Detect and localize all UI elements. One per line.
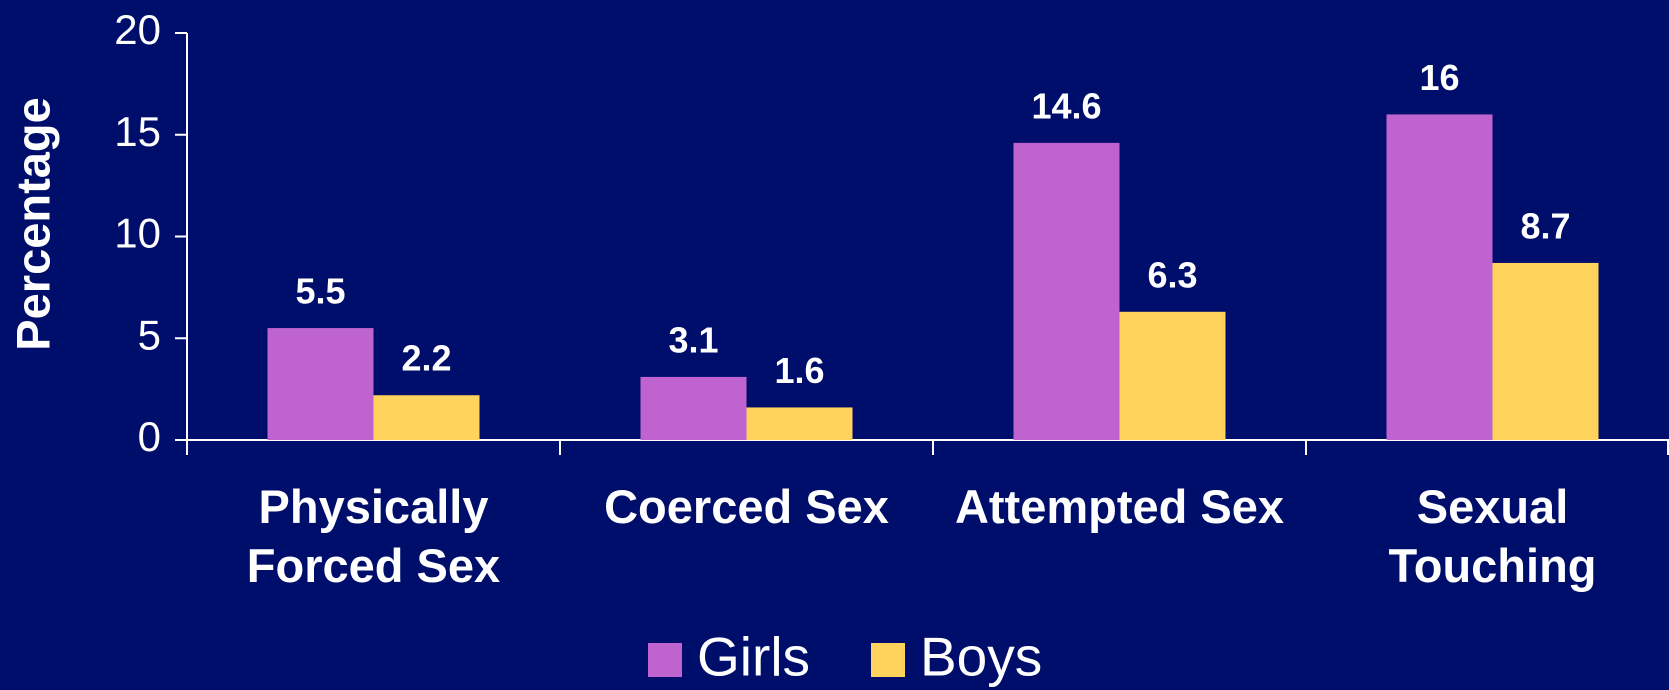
bar [1119,311,1226,440]
x-tick-label: Coerced Sex [604,480,889,533]
value-label: 16 [1419,57,1459,98]
bar [373,395,480,440]
y-tick-label: 0 [138,413,161,460]
bar [267,328,374,440]
value-label: 3.1 [668,319,718,360]
x-tick-label: Physically Forced Sex [246,480,501,592]
bar [1492,262,1599,440]
x-tick-label: Sexual Touching [1388,480,1597,592]
legend-label: Girls [697,626,810,688]
y-axis-title: Percentage [6,97,59,350]
value-label: 8.7 [1520,205,1570,246]
value-label: 6.3 [1147,254,1197,295]
y-tick-label: 10 [114,210,161,257]
legend-swatch [871,643,905,677]
legend-swatch [648,643,682,677]
value-label: 14.6 [1031,85,1101,126]
y-tick-label: 5 [138,311,161,358]
bar [1386,114,1493,441]
y-tick-label: 20 [114,6,161,53]
y-tick-label: 15 [114,108,161,155]
value-label: 1.6 [774,350,824,391]
x-tick-label: Attempted Sex [954,480,1285,533]
legend-label: Boys [920,626,1042,688]
value-label: 2.2 [401,338,451,379]
bar [1013,142,1120,440]
bar [746,407,853,440]
value-label: 5.5 [295,271,345,312]
bar [640,376,747,440]
